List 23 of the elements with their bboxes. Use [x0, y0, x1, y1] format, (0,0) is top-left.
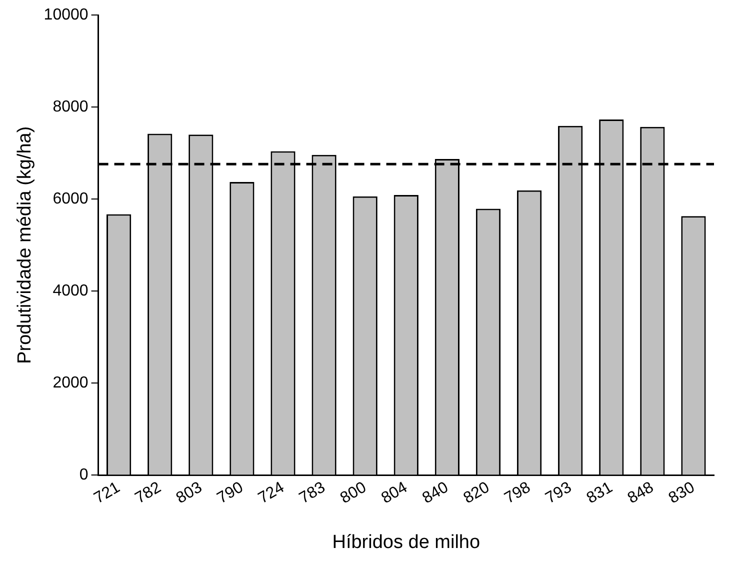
- y-tick-label: 10000: [44, 6, 88, 24]
- x-tick-label: 831: [584, 479, 616, 508]
- x-tick-label: 840: [420, 479, 452, 508]
- x-tick-label: 782: [132, 479, 164, 508]
- x-tick-label: 800: [338, 479, 370, 508]
- x-tick-label: 798: [502, 479, 534, 508]
- x-tick-label: 721: [91, 479, 124, 508]
- y-tick-label: 6000: [52, 190, 88, 208]
- x-tick-label: 804: [378, 479, 410, 508]
- x-tick-label: 848: [625, 479, 657, 508]
- y-axis-title: Produtividade média (kg/ha): [14, 126, 36, 364]
- x-tick-label: 820: [460, 479, 493, 508]
- x-tick-label: 783: [296, 479, 328, 508]
- x-tick-label: 830: [666, 479, 698, 508]
- x-tick-label: 724: [256, 479, 288, 508]
- x-axis-title: Híbridos de milho: [332, 532, 480, 553]
- y-tick-label: 8000: [52, 98, 88, 116]
- x-tick-label: 803: [173, 479, 206, 508]
- y-tick-label: 2000: [52, 374, 88, 392]
- y-tick-label: 4000: [52, 282, 88, 300]
- y-tick-label: 0: [79, 466, 88, 484]
- x-tick-label: 793: [542, 479, 575, 508]
- x-tick-label: 790: [214, 479, 246, 508]
